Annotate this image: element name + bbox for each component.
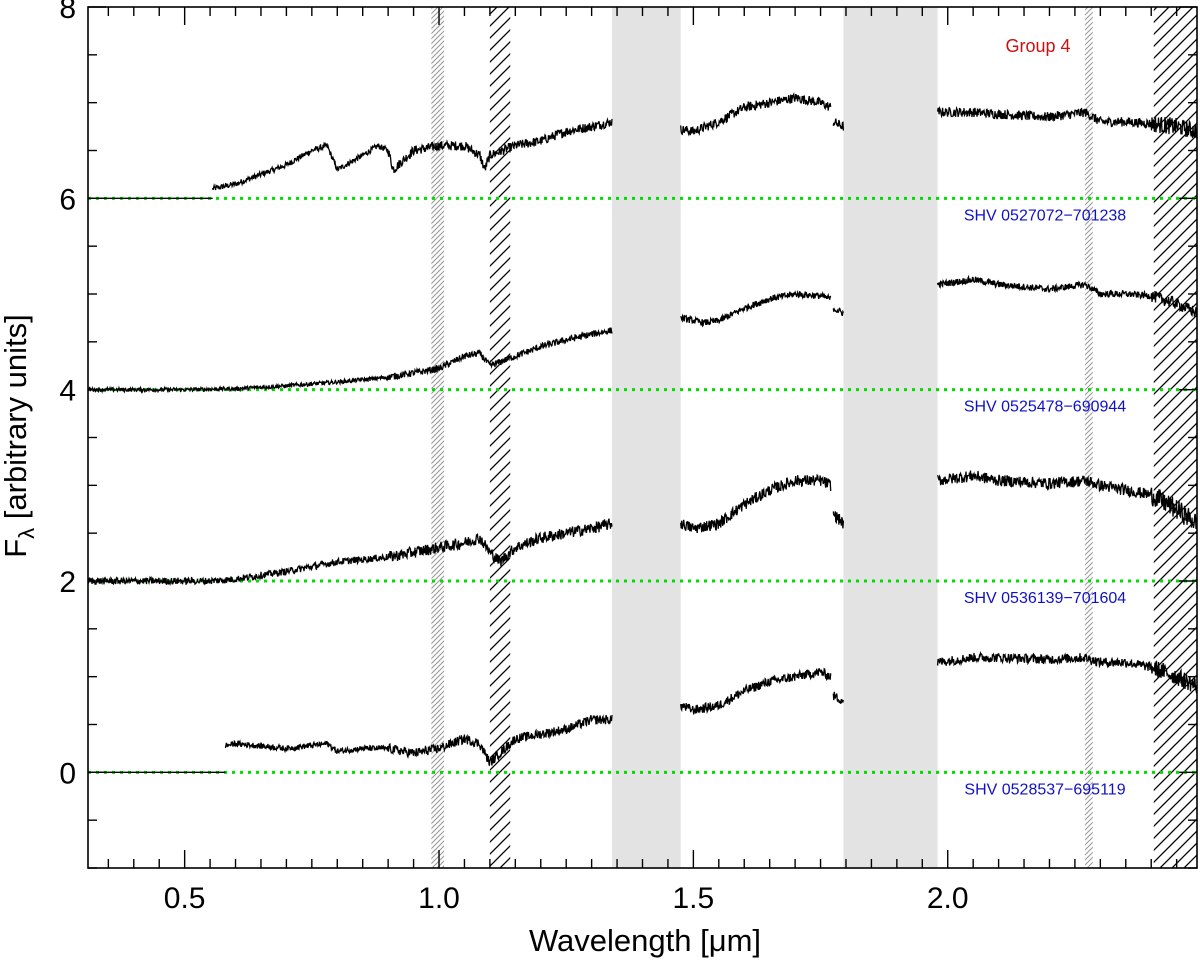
x-tick-label-0: 0.5 — [164, 882, 206, 915]
y-tick-label-0: 0 — [59, 757, 76, 790]
spectrum-2-segment-1 — [680, 473, 832, 533]
masked-regions — [431, 7, 1197, 868]
y-tick-label-1: 2 — [59, 566, 76, 599]
zero-reference-lines — [88, 196, 1197, 774]
telluric-band-1 — [843, 7, 938, 868]
y-tick-label-4: 8 — [59, 0, 76, 25]
spectrum-3-segment-1 — [224, 714, 613, 766]
y-axis-title-sub: λ — [14, 528, 39, 539]
y-axis-title-rest: [arbitrary units] — [0, 314, 33, 528]
svg-text:Fλ [arbitrary units]: Fλ [arbitrary units] — [0, 314, 39, 558]
spectrum-1-segment-0 — [87, 327, 613, 395]
spectrum-0-segment-3 — [832, 118, 845, 131]
x-tick-label-2: 1.5 — [673, 882, 715, 915]
spectrum-3-segment-3 — [832, 691, 845, 705]
hatched-band-2 — [1085, 7, 1093, 868]
x-axis-title: Wavelength [μm] — [529, 923, 761, 958]
telluric-band-0 — [611, 7, 681, 868]
series-label-0: SHV 0527072−701238 — [964, 207, 1126, 224]
spectrum-2-segment-3 — [936, 470, 1198, 530]
spectrum-1-segment-1 — [680, 289, 832, 328]
labels: Group 4 Wavelength [μm] Fλ [arbitrary un… — [0, 36, 1126, 958]
series-label-3: SHV 0528537−695119 — [964, 781, 1125, 798]
y-axis-title-main: F — [0, 539, 33, 558]
spectrum-1-segment-3 — [936, 274, 1198, 317]
x-tick-label-3: 2.0 — [927, 882, 969, 915]
x-tick-label-1: 1.0 — [418, 882, 460, 915]
spectrum-0-segment-1 — [211, 117, 613, 191]
series-label-2: SHV 0536139−701604 — [964, 590, 1126, 607]
series-label-1: SHV 0525478−690944 — [964, 399, 1126, 416]
spectrum-2-segment-0 — [87, 518, 613, 586]
y-tick-label-2: 4 — [59, 375, 76, 408]
spectrum-1-segment-2 — [832, 307, 844, 317]
y-axis-title: Fλ [arbitrary units] — [0, 314, 39, 558]
spectrum-3-segment-2 — [680, 667, 832, 715]
hatched-band-0 — [431, 7, 445, 868]
group-label: Group 4 — [1005, 36, 1070, 56]
axes: 0.5 1.0 1.5 2.0 0 2 4 6 8 — [59, 0, 1198, 915]
spectrum-0-segment-2 — [680, 91, 832, 137]
spectrum-0-segment-4 — [936, 105, 1198, 140]
spectrum-2-segment-2 — [832, 511, 845, 529]
spectra — [87, 91, 1198, 773]
y-tick-label-3: 6 — [59, 183, 76, 216]
spectrum-3-segment-4 — [936, 650, 1198, 694]
hatched-band-1 — [489, 7, 511, 868]
